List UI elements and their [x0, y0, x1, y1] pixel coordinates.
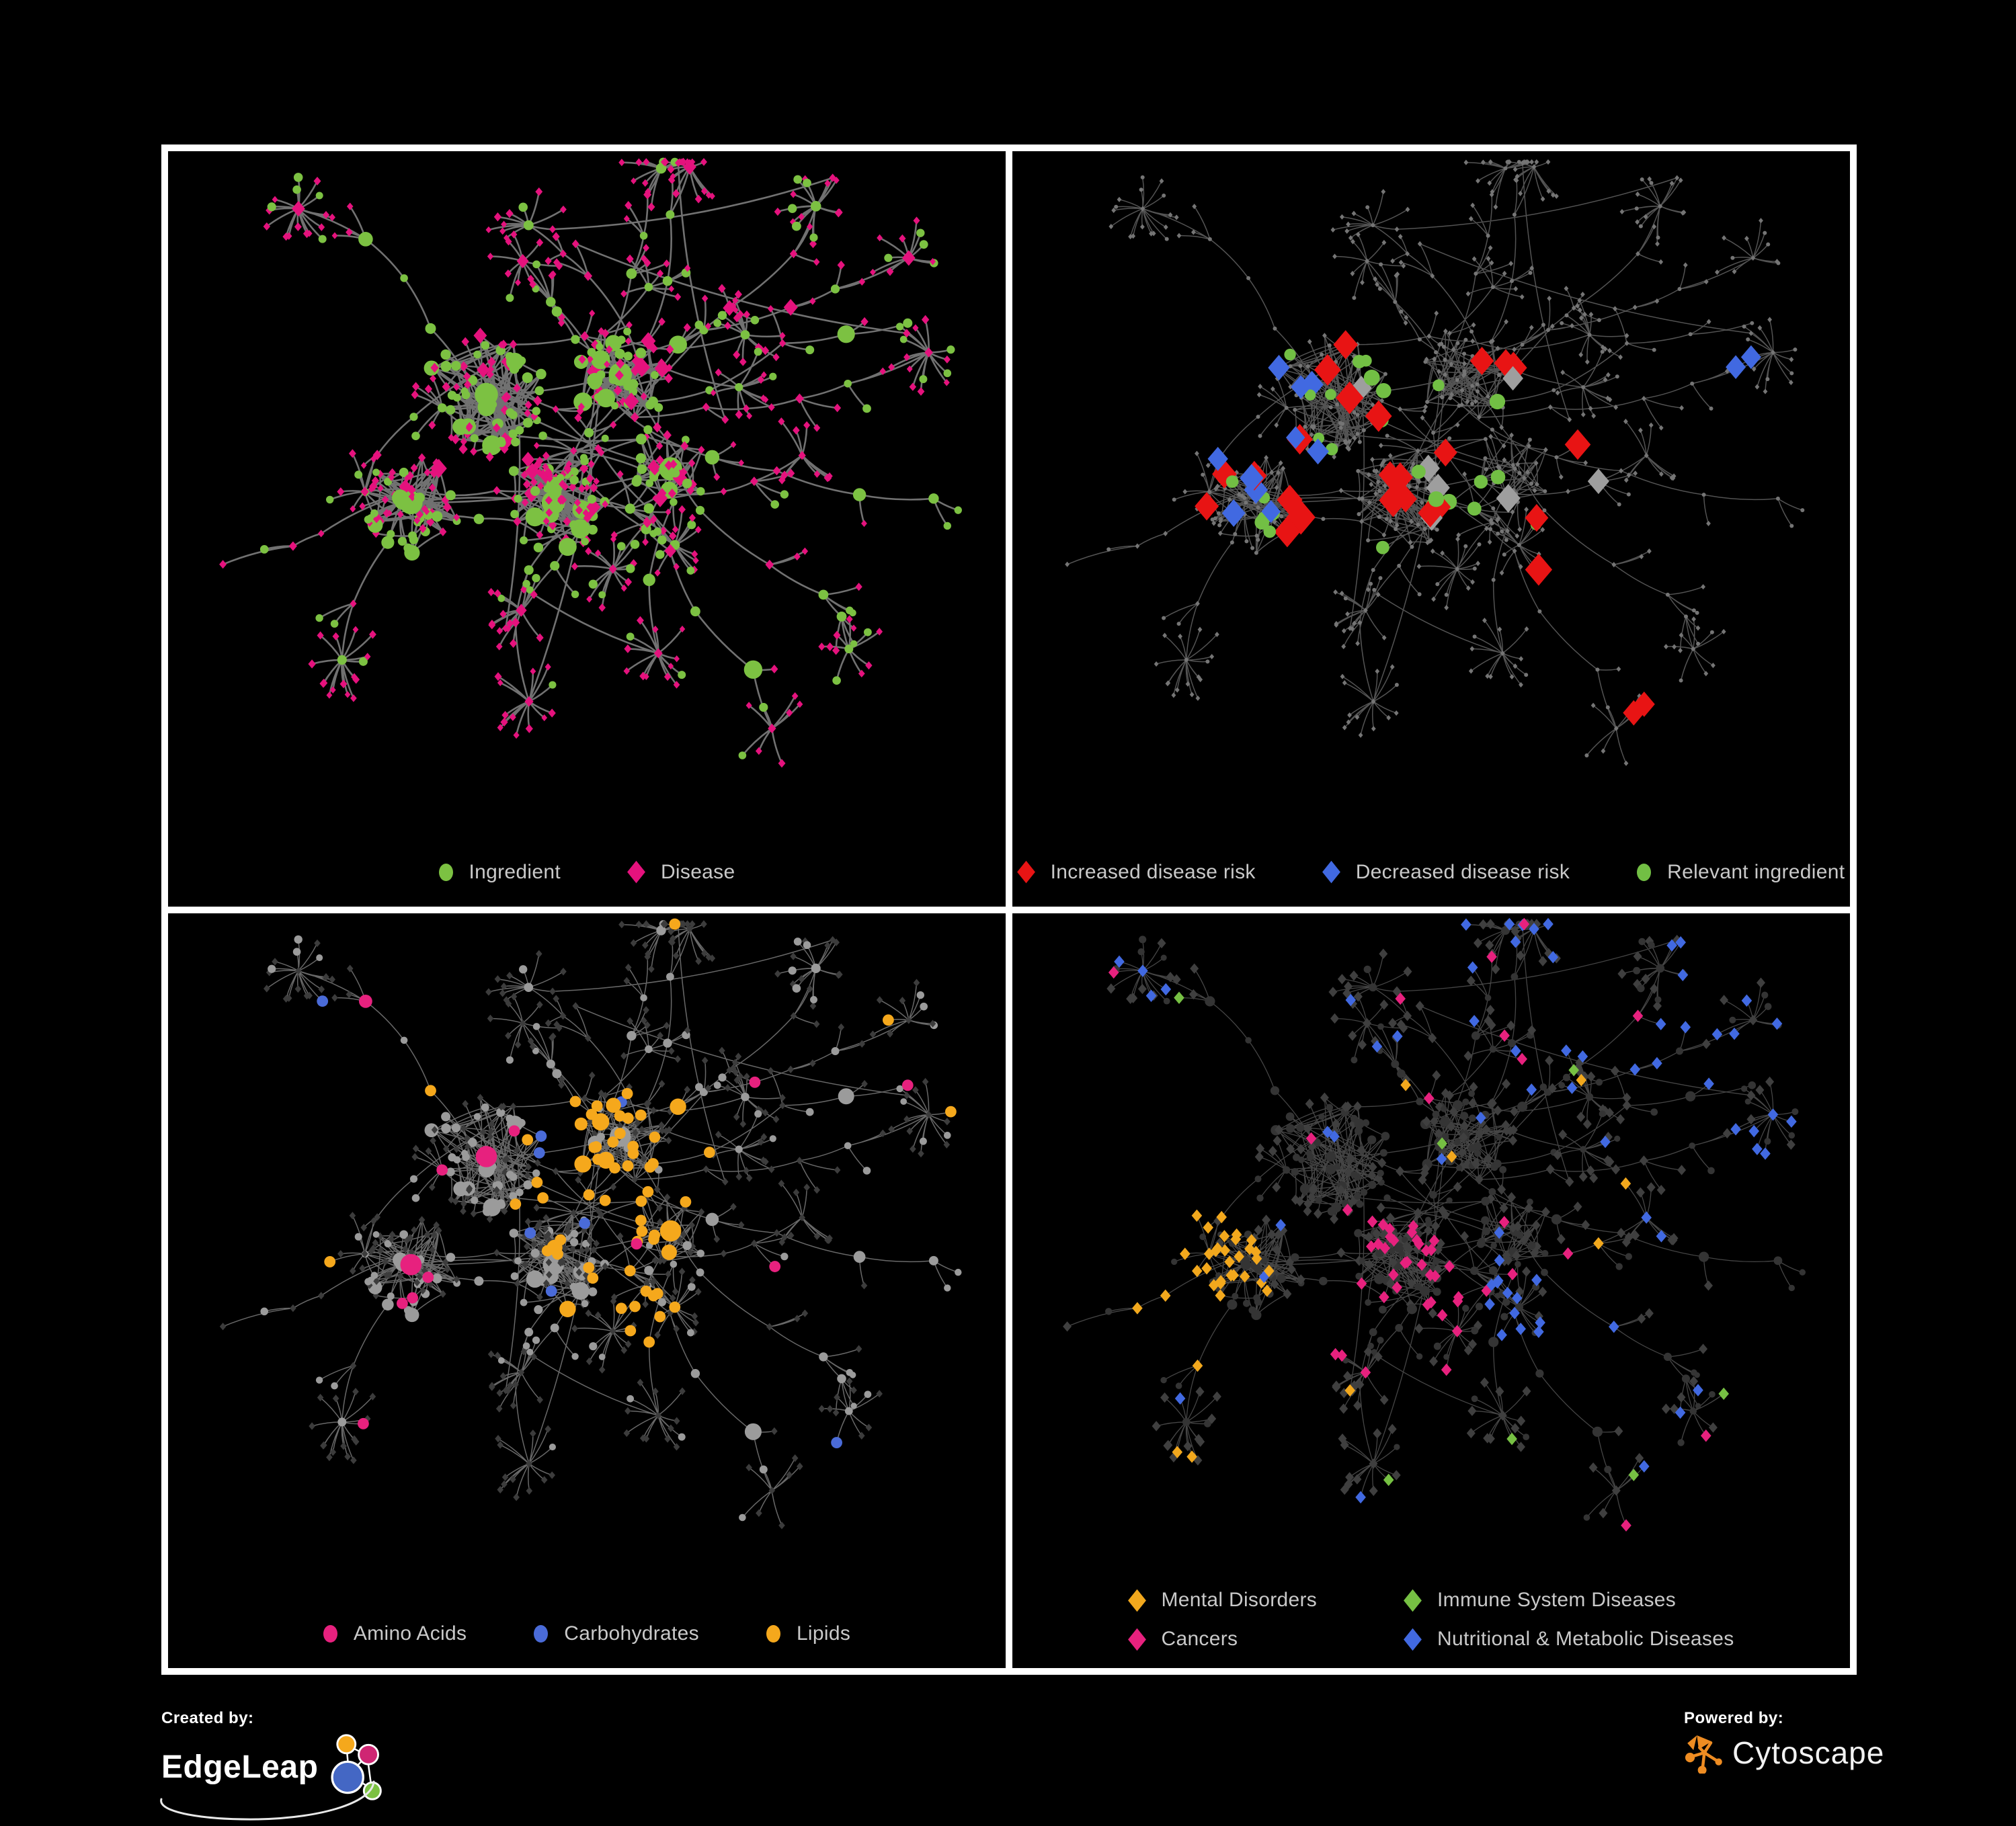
legend-item: Relevant ingredient: [1637, 861, 1845, 884]
legend-label: Amino Acids: [353, 1622, 467, 1645]
legend-item: Disease: [627, 860, 735, 884]
created-by-label: Created by:: [161, 1709, 254, 1727]
legend-marker-diamond-icon: [1322, 860, 1340, 884]
disease-category-legend: Mental Disorders Immune System Diseases Ca…: [1012, 1589, 1850, 1651]
edgeleap-credit: Created by: EdgeLeap: [160, 1709, 384, 1821]
disease-category-network-canvas: [1063, 917, 1806, 1532]
panel-disease-categories: Mental Disorders Immune System Diseases Ca…: [1012, 913, 1850, 1668]
edgeleap-wordmark: EdgeLeap: [161, 1749, 319, 1785]
legend-marker-circle-icon: [534, 1625, 549, 1643]
cytoscape-logo-icon: [1685, 1735, 1722, 1774]
legend-marker-diamond-icon: [1127, 1589, 1146, 1612]
legend-label: Ingredient: [469, 860, 561, 883]
legend-marker-diamond-icon: [1016, 860, 1035, 884]
panel-disease-risk: Increased disease risk Decreased disease …: [1012, 151, 1850, 907]
cytoscape-lockup: Cytoscape: [1684, 1732, 1884, 1774]
legend-marker-diamond-icon: [627, 860, 645, 884]
legend-item: Lipids: [766, 1622, 850, 1645]
disease-risk-network-canvas: [1065, 159, 1805, 766]
legend-label: Lipids: [796, 1622, 851, 1645]
edgeleap-logo-icon: [331, 1734, 382, 1800]
legend-marker-circle-icon: [323, 1625, 337, 1643]
legend-item: Ingredient: [438, 860, 561, 884]
legend-item: Nutritional & Metabolic Diseases: [1404, 1628, 1734, 1651]
legend-marker-circle-icon: [1637, 863, 1652, 881]
legend-row: Increased disease risk Decreased disease …: [1016, 860, 1845, 884]
legend-label: Cancers: [1161, 1628, 1238, 1650]
powered-by-label: Powered by:: [1684, 1709, 1784, 1727]
legend-marker-circle-icon: [766, 1625, 780, 1643]
ingredient-disease-legend: Ingredient Disease: [168, 861, 1006, 884]
compound-class-legend: Amino Acids Carbohydrates Lipids: [168, 1622, 1006, 1645]
legend-marker-diamond-icon: [1404, 1589, 1422, 1612]
legend-row: Ingredient Disease: [438, 860, 735, 884]
legend-label: Relevant ingredient: [1667, 860, 1845, 883]
legend-label: Disease: [660, 860, 735, 883]
legend-item: Decreased disease risk: [1322, 860, 1570, 884]
panel-compound-classes: Amino Acids Carbohydrates Lipids: [168, 913, 1006, 1668]
legend-label: Nutritional & Metabolic Diseases: [1437, 1628, 1734, 1650]
ingredient-disease-network-canvas: [219, 157, 963, 768]
cytoscape-credit: Powered by: Cytoscape: [1684, 1709, 1884, 1774]
legend-label: Immune System Diseases: [1437, 1589, 1677, 1611]
legend-label: Decreased disease risk: [1355, 860, 1570, 883]
panel-ingredient-disease: Ingredient Disease: [168, 151, 1006, 907]
legend-marker-diamond-icon: [1404, 1628, 1422, 1651]
legend-item: Cancers: [1127, 1628, 1318, 1651]
legend-label: Carbohydrates: [564, 1622, 699, 1645]
compound-class-network-canvas: [219, 918, 962, 1529]
legend-row: Amino Acids Carbohydrates Lipids: [323, 1622, 850, 1645]
legend-item: Immune System Diseases: [1404, 1589, 1734, 1612]
panel-grid: Ingredient Disease Increased disease risk…: [161, 144, 1857, 1675]
disease-risk-legend: Increased disease risk Decreased disease …: [1012, 861, 1850, 884]
legend-item: Increased disease risk: [1016, 860, 1256, 884]
cytoscape-wordmark: Cytoscape: [1732, 1735, 1885, 1770]
legend-item: Mental Disorders: [1127, 1589, 1318, 1612]
legend-item: Carbohydrates: [534, 1622, 699, 1645]
edgeleap-lockup: EdgeLeap: [160, 1732, 384, 1821]
legend-marker-circle-icon: [438, 863, 453, 881]
legend-item: Amino Acids: [323, 1622, 467, 1645]
legend-label: Increased disease risk: [1050, 860, 1256, 883]
legend-label: Mental Disorders: [1161, 1589, 1318, 1611]
legend-marker-diamond-icon: [1127, 1628, 1146, 1651]
